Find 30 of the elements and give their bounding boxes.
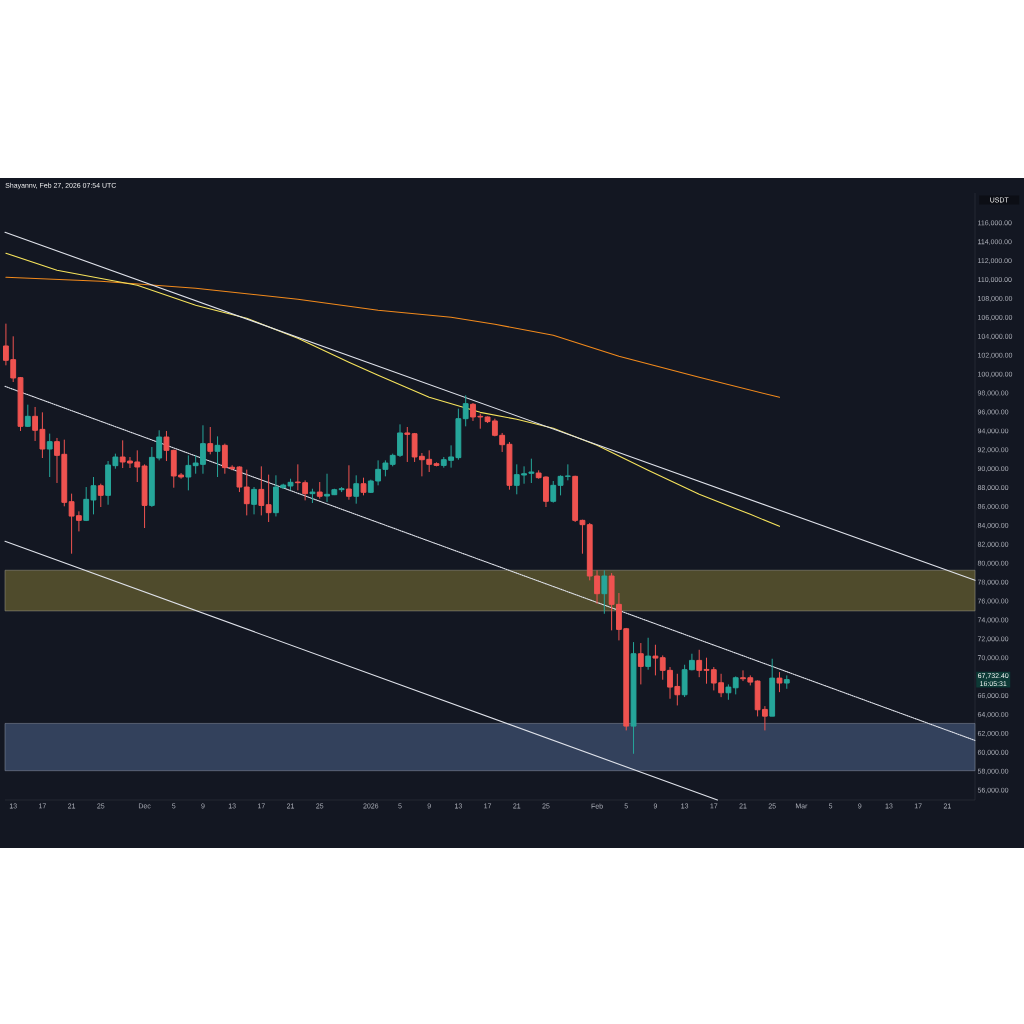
candlestick bbox=[309, 488, 316, 504]
candlestick bbox=[97, 483, 104, 508]
candlestick bbox=[265, 474, 272, 523]
candlestick bbox=[353, 474, 360, 505]
candlestick bbox=[783, 674, 790, 690]
candlestick bbox=[637, 642, 644, 685]
candlestick bbox=[769, 658, 776, 717]
candlestick bbox=[207, 426, 214, 455]
candlestick bbox=[732, 675, 739, 695]
candlestick bbox=[360, 477, 367, 496]
candlestick bbox=[214, 435, 221, 478]
candlestick bbox=[601, 569, 608, 615]
candlestick bbox=[251, 486, 257, 515]
candlestick bbox=[46, 433, 53, 478]
candlestick bbox=[141, 463, 148, 529]
candlestick bbox=[404, 426, 411, 463]
candlestick bbox=[316, 481, 323, 500]
candlestick bbox=[776, 671, 783, 693]
candlestick bbox=[462, 394, 469, 427]
candlestick bbox=[725, 683, 732, 701]
candlestick bbox=[652, 644, 659, 676]
candlestick bbox=[630, 641, 637, 755]
line-series bbox=[5, 276, 781, 398]
candlestick bbox=[24, 404, 31, 428]
candlestick bbox=[346, 464, 352, 501]
candlestick bbox=[185, 454, 192, 491]
candlestick bbox=[338, 486, 345, 493]
candlestick bbox=[258, 465, 265, 516]
candlestick bbox=[645, 637, 652, 671]
line-series bbox=[5, 252, 781, 527]
